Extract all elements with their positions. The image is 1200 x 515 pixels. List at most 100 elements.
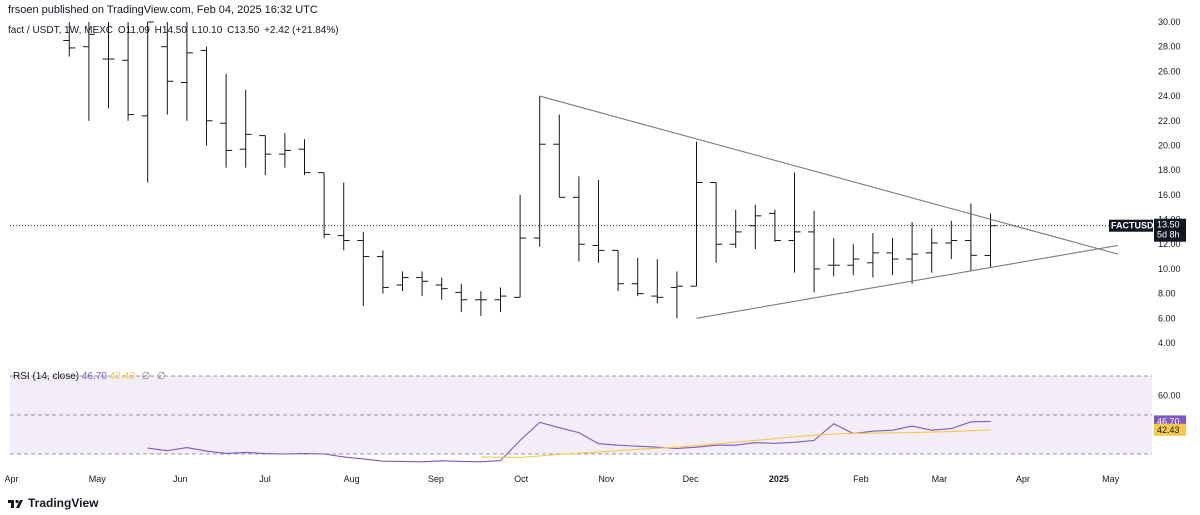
ohlc-bar — [455, 283, 468, 313]
rsi-legend-na-1: ∅ — [141, 371, 151, 382]
price-tick-label: 8.00 — [1158, 289, 1176, 299]
rsi-legend-label: RSI (14, close) — [13, 371, 80, 382]
time-tick-label: Mar — [932, 474, 948, 484]
ohlc-bar — [925, 228, 938, 273]
rsi-panel — [10, 375, 1152, 455]
ohlc-bar — [63, 22, 76, 57]
ohlc-bar — [984, 213, 997, 268]
ohlc-bar — [592, 180, 605, 263]
ohlc-bar — [553, 114, 566, 198]
ohlc-bar — [416, 271, 429, 297]
price-tick-label: 24.00 — [1158, 91, 1181, 101]
time-tick-label: Nov — [598, 474, 615, 484]
rsi-tick-label: 60.00 — [1158, 391, 1181, 401]
price-tick-label: 22.00 — [1158, 116, 1181, 126]
rsi-ma-tag — [1154, 423, 1186, 436]
time-tick-label: Apr — [1016, 474, 1030, 484]
legend-low: L10.10 — [191, 25, 223, 36]
ohlc-bar — [670, 271, 683, 319]
ohlc-bar — [749, 204, 762, 250]
ohlc-bar — [808, 210, 821, 293]
rsi-line — [147, 420, 991, 463]
time-tick-label: Sep — [428, 474, 444, 484]
price-tick-label: 28.00 — [1158, 42, 1181, 52]
price-tick-label: 30.00 — [1158, 17, 1181, 27]
time-tick-label: Aug — [344, 474, 360, 484]
ohlc-bar — [494, 287, 507, 313]
legend-high: H14.50 — [154, 25, 187, 36]
tradingview-logo[interactable]: TradingView — [8, 496, 98, 510]
ohlc-bar — [161, 22, 174, 115]
price-tick-label: 20.00 — [1158, 140, 1181, 150]
ohlc-bar — [259, 135, 272, 176]
price-tag — [1154, 218, 1186, 242]
time-tick-label: Jul — [259, 474, 271, 484]
ohlc-bar — [533, 96, 546, 247]
ohlc-bar — [612, 249, 625, 292]
rsi-ma-tag-label: 42.43 — [1157, 425, 1180, 435]
symbol-legend: fact / USDT, 1W, MEXC O11.09 H14.50 L10.… — [8, 25, 341, 36]
rsi-legend: RSI (14, close) 46.70 42.43 ∅ ∅ — [13, 371, 166, 382]
rsi-ma-line — [480, 429, 991, 459]
ohlc-bar — [298, 139, 311, 176]
legend-close: C13.50 — [227, 25, 260, 36]
price-tag-value: 13.50 — [1157, 220, 1180, 230]
price-tick-label: 4.00 — [1158, 338, 1176, 348]
price-axis[interactable]: 30.00 28.00 26.00 24.00 22.00 20.00 18.00 16.00… — [1158, 17, 1181, 401]
brand-label: TradingView — [28, 496, 99, 510]
time-tick-label: Dec — [683, 474, 700, 484]
ohlc-bar — [141, 21, 154, 183]
ohlc-bar — [318, 172, 331, 239]
price-tick-label: 6.00 — [1158, 313, 1176, 323]
legend-symbol: fact / USDT, 1W, MEXC — [8, 25, 114, 36]
ohlc-bar — [572, 176, 585, 262]
rsi-value-tag-label: 46.70 — [1157, 416, 1180, 426]
price-tick-label: 26.00 — [1158, 66, 1181, 76]
ohlc-bar — [651, 259, 664, 304]
time-tick-label: Oct — [514, 474, 529, 484]
ohlc-bar — [337, 182, 350, 251]
ohlc-bar — [945, 220, 958, 260]
ohlc-bar — [827, 238, 840, 277]
ohlc-bar — [729, 209, 742, 248]
ohlc-bar — [376, 250, 389, 294]
ohlc-bar — [180, 22, 193, 121]
ohlc-bar — [220, 73, 233, 168]
ohlc-bar — [435, 277, 448, 300]
triangle-trendline — [696, 244, 1118, 319]
time-tick-label: Jun — [173, 474, 188, 484]
symbol-tag — [1109, 219, 1153, 232]
rsi-legend-value: 46.70 — [81, 371, 107, 382]
ohlc-bar — [690, 141, 703, 287]
ohlc-bar — [710, 182, 723, 263]
price-tick-label: 18.00 — [1158, 165, 1181, 175]
ohlc-bar — [200, 46, 213, 146]
price-tag-countdown: 5d 8h — [1157, 230, 1180, 240]
ohlc-bar — [239, 89, 252, 168]
price-tick-label: 16.00 — [1158, 190, 1181, 200]
price-tick-label: 12.00 — [1158, 239, 1181, 249]
ohlc-bar — [788, 172, 801, 273]
ohlc-bar — [886, 238, 899, 276]
legend-change: +2.42 (+21.84%) — [264, 25, 339, 36]
ohlc-bar — [357, 231, 370, 306]
ohlc-bar — [474, 291, 487, 316]
ohlc-bar — [122, 22, 135, 121]
time-tick-label: Feb — [853, 474, 869, 484]
time-axis[interactable]: Apr May Jun Jul Aug Sep Oct Nov Dec 2025 Feb Mar Apr… — [5, 474, 1120, 484]
ohlc-bar — [631, 257, 644, 297]
legend-open: O11.09 — [117, 25, 150, 36]
ohlc-bar — [847, 244, 860, 276]
ohlc-bar — [278, 133, 291, 168]
symbol-tag-label: FACTUSDT — [1111, 221, 1159, 231]
price-tick-label: 10.00 — [1158, 264, 1181, 274]
ohlc-bar — [514, 194, 527, 298]
time-tick-label: Apr — [5, 474, 19, 484]
rsi-lines — [147, 420, 991, 463]
time-tick-label: May — [1102, 474, 1120, 484]
publisher-line: frsoen published on TradingView.com, Feb… — [8, 4, 318, 16]
tradingview-logo-icon — [8, 496, 24, 510]
ohlc-bar — [768, 209, 781, 242]
